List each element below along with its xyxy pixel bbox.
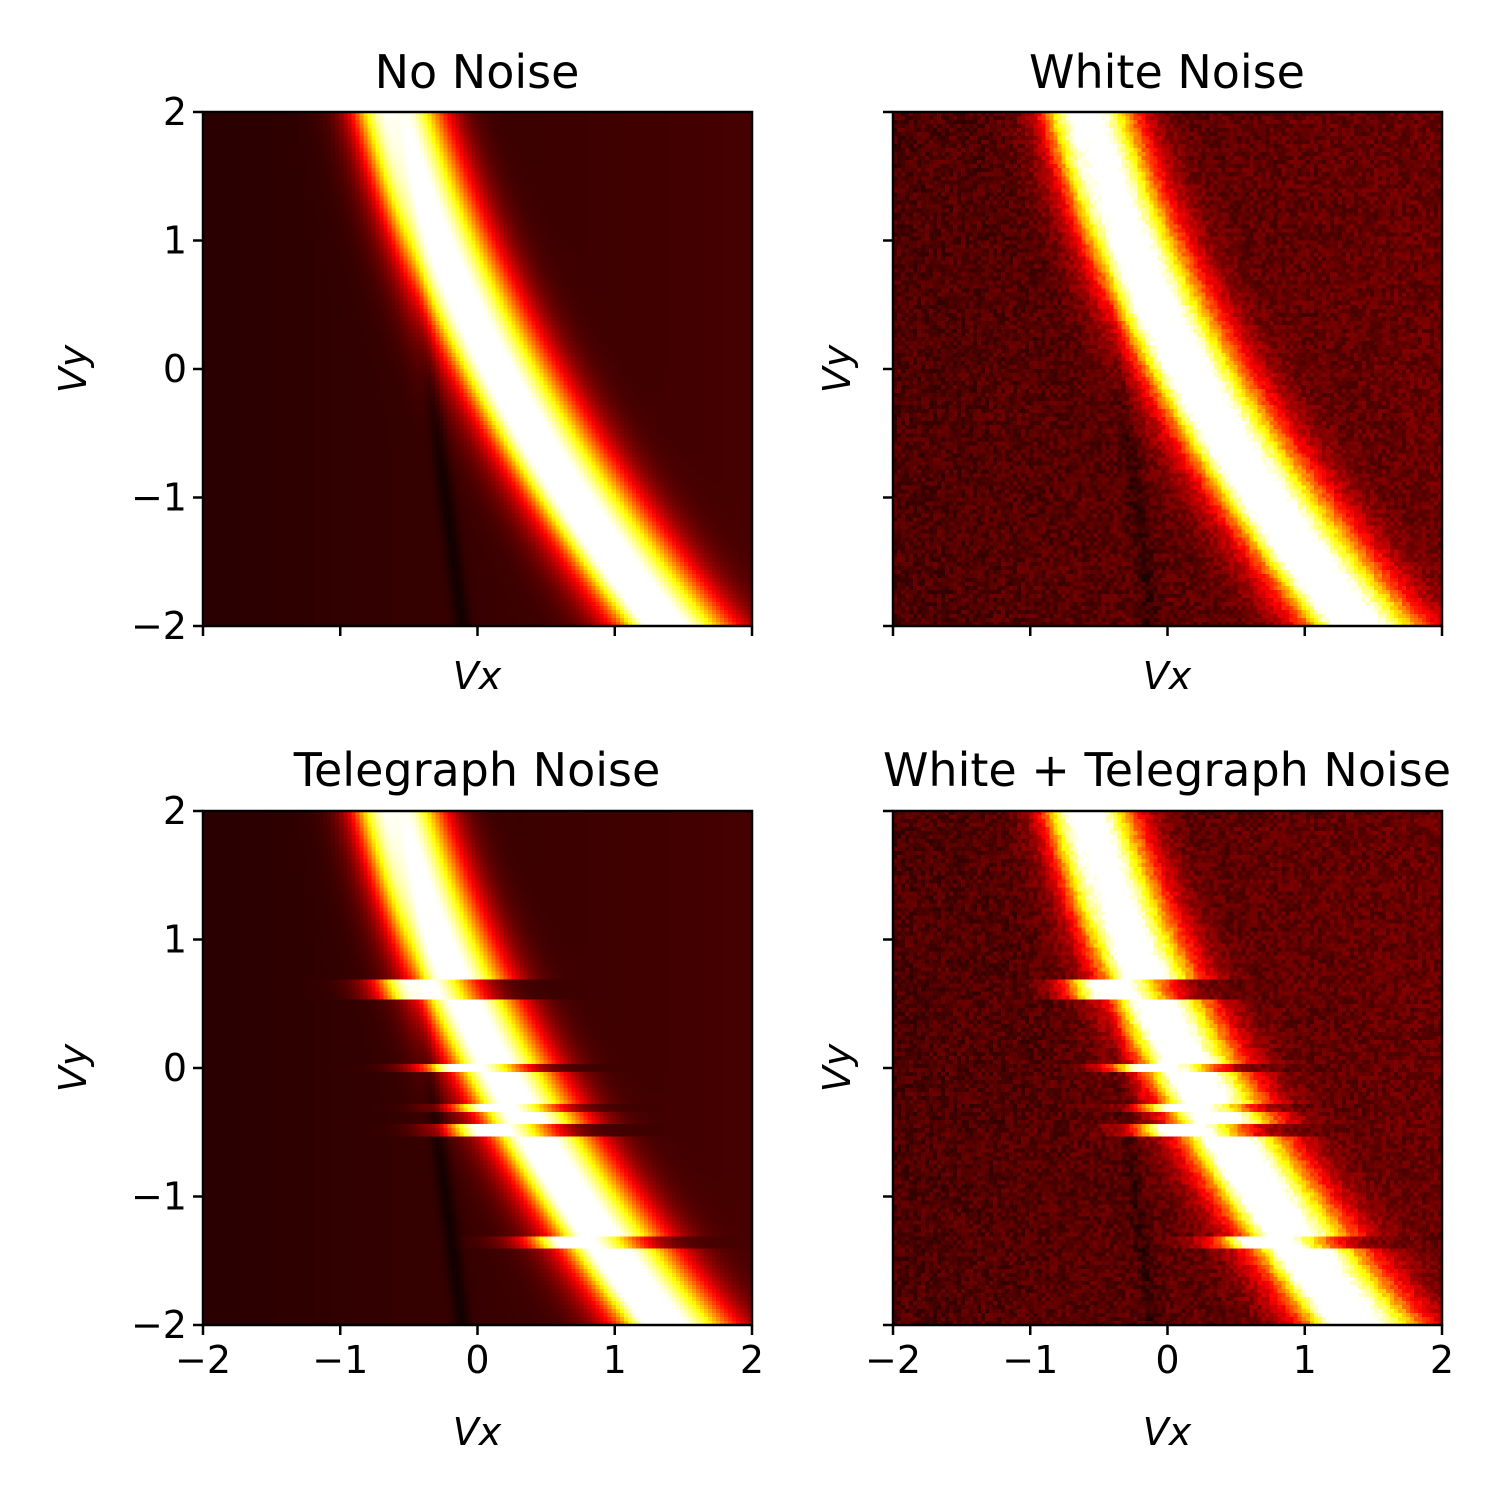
y-tick-label: −1: [131, 476, 187, 520]
x-tick-label: −1: [1002, 1338, 1058, 1382]
panel-title: No Noise: [375, 45, 580, 99]
y-tick-label: −2: [131, 604, 187, 648]
y-tick-label: 1: [163, 918, 187, 962]
y-tick-label: 2: [163, 90, 187, 134]
ticks: −2 −1 0 1 2: [131, 90, 754, 648]
x-tick-label: 2: [1430, 1338, 1454, 1382]
heatmap-image: [203, 112, 752, 626]
x-axis-label: Vx: [453, 1410, 502, 1454]
heatmap-image: [893, 811, 1442, 1325]
x-tick-label: −1: [312, 1338, 368, 1382]
panel-white-telegraph-noise: White + Telegraph Noise −2 −1 0 1 2 Vx Vy: [815, 743, 1454, 1454]
x-axis-label: Vx: [453, 654, 502, 698]
x-tick-label: 2: [740, 1338, 764, 1382]
y-tick-label: 1: [163, 219, 187, 263]
panel-title: White Noise: [1029, 45, 1305, 99]
x-axis-label: Vx: [1143, 1410, 1192, 1454]
x-tick-label: −2: [865, 1338, 921, 1382]
y-axis-label: Vy: [815, 1043, 859, 1092]
heatmap-image: [203, 811, 752, 1325]
x-tick-label: 1: [603, 1338, 627, 1382]
panel-white-noise: White Noise Vx Vy: [815, 45, 1444, 698]
x-tick-label: −2: [175, 1338, 231, 1382]
panel-title: White + Telegraph Noise: [883, 743, 1451, 797]
panel-no-noise: No Noise −2 −1 0 1 2 Vx Vy: [51, 45, 754, 698]
y-tick-label: −2: [131, 1303, 187, 1347]
y-axis-label: Vy: [51, 1043, 95, 1092]
ticks: −2 −1 0 1 2 −2 −1 0 1 2: [131, 789, 764, 1382]
ticks: [883, 110, 1444, 636]
x-tick-label: 0: [465, 1338, 489, 1382]
heatmap-image: [893, 112, 1442, 626]
x-tick-label: 1: [1293, 1338, 1317, 1382]
y-tick-label: 2: [163, 789, 187, 833]
panel-title: Telegraph Noise: [293, 743, 661, 797]
y-tick-label: 0: [163, 1046, 187, 1090]
ticks: −2 −1 0 1 2: [865, 809, 1454, 1382]
panel-telegraph-noise: Telegraph Noise −2 −1 0 1 2 −2 −1 0 1 2 Vx Vy: [51, 743, 764, 1454]
x-axis-label: Vx: [1143, 654, 1192, 698]
y-tick-label: −1: [131, 1175, 187, 1219]
y-tick-label: 0: [163, 347, 187, 391]
y-axis-label: Vy: [815, 344, 859, 393]
y-axis-label: Vy: [51, 344, 95, 393]
x-tick-label: 0: [1155, 1338, 1179, 1382]
